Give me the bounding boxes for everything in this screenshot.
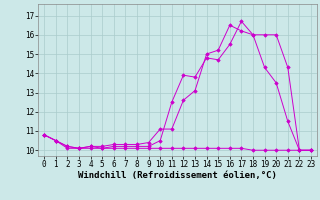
- X-axis label: Windchill (Refroidissement éolien,°C): Windchill (Refroidissement éolien,°C): [78, 171, 277, 180]
